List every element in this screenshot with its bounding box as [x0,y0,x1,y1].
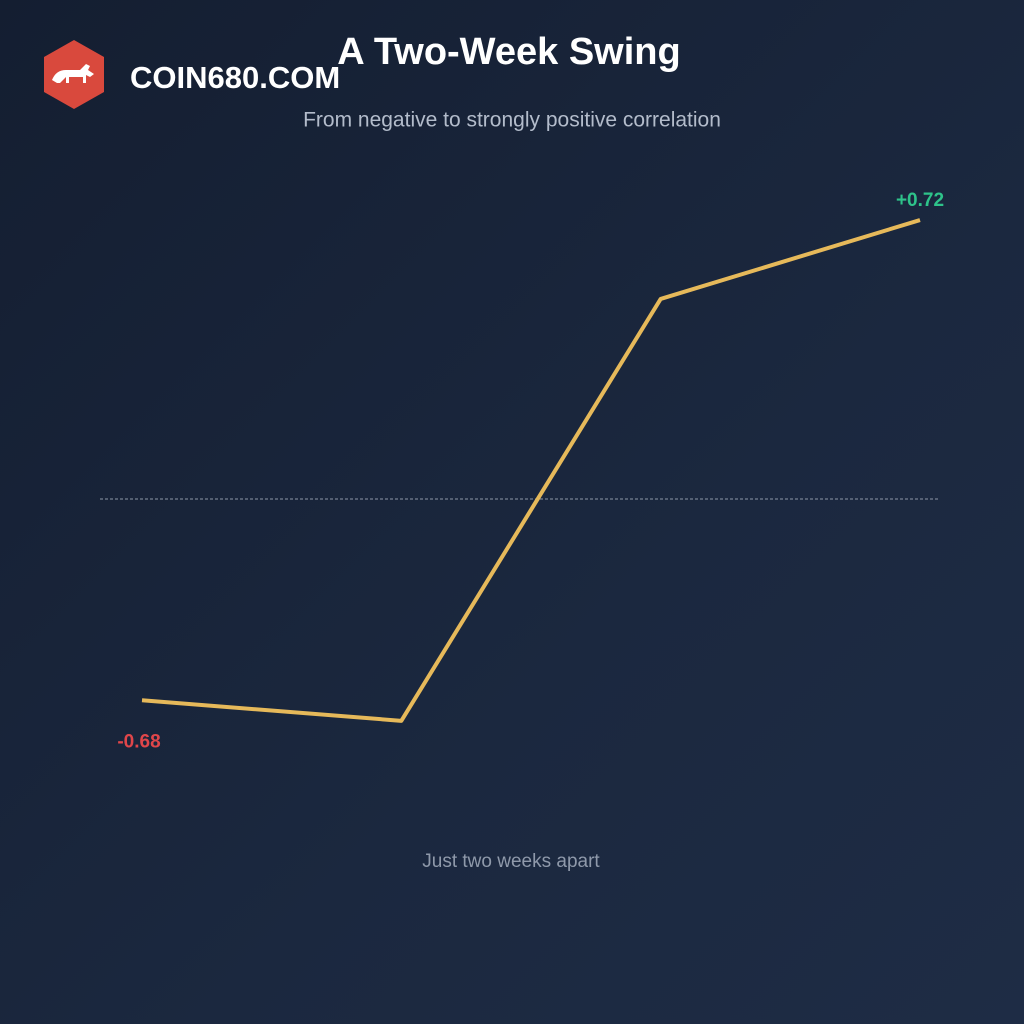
value-label: -0.68 [117,731,160,752]
data-line [141,218,921,723]
logo [44,40,104,109]
logo-bull [52,64,94,83]
chart-title: A Two-Week Swing [337,31,680,73]
value-label: +0.72 [896,190,944,211]
x-axis-label: Just two weeks apart [422,851,600,872]
brand-name: COIN680.COM [130,60,340,95]
chart-subtitle: From negative to strongly positive corre… [303,109,721,132]
